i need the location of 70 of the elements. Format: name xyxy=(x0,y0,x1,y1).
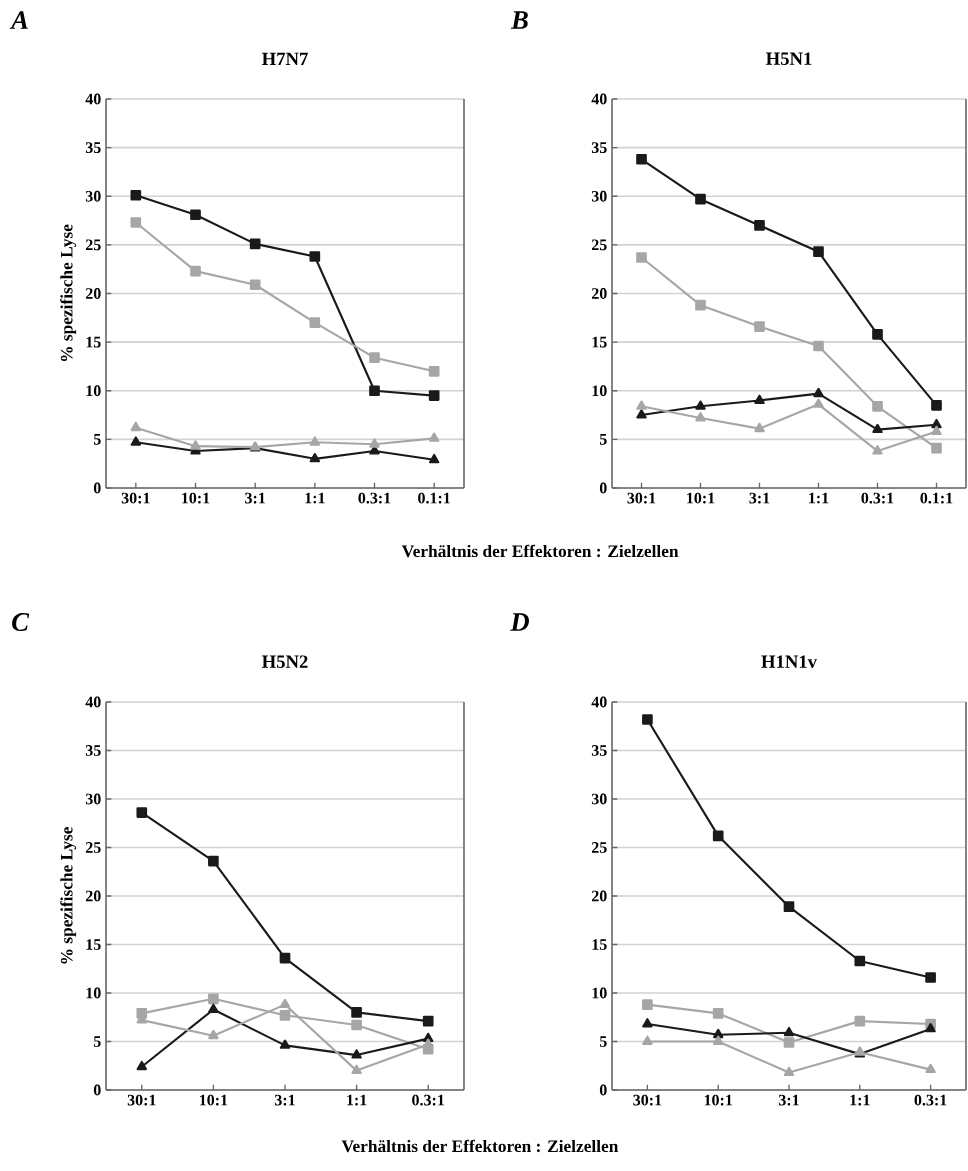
y-tick-label: 5 xyxy=(599,434,607,445)
y-tick-label: 40 xyxy=(85,696,101,708)
y-tick-label: 25 xyxy=(591,842,607,853)
x-tick-label: 1:1 xyxy=(305,492,325,504)
y-tick-label: 20 xyxy=(591,288,607,299)
x-tick-label: 0.3:1 xyxy=(412,1094,445,1106)
y-tick-label: 35 xyxy=(591,142,607,153)
y-tick-label: 35 xyxy=(591,745,607,756)
x-tick-label: 30:1 xyxy=(127,1094,156,1106)
y-tick-label: 25 xyxy=(85,842,101,853)
y-tick-label: 25 xyxy=(591,239,607,251)
y-tick-label: 30 xyxy=(591,190,607,202)
y-tick-label: 20 xyxy=(591,890,607,902)
x-tick-label: 1:1 xyxy=(809,492,829,504)
x-tick-label: 0.3:1 xyxy=(861,492,894,504)
y-tick-label: 35 xyxy=(85,142,101,153)
x-tick-label: 3:1 xyxy=(749,492,770,504)
x-tick-label: 10:1 xyxy=(200,1094,228,1106)
x-tick-label: 3:1 xyxy=(274,1094,295,1106)
x-tick-label: 3:1 xyxy=(778,1094,799,1106)
y-tick-label: 0 xyxy=(599,482,607,494)
x-tick-label: 10:1 xyxy=(687,492,715,504)
x-tick-label: 1:1 xyxy=(347,1094,367,1106)
y-tick-label: 10 xyxy=(592,987,607,999)
y-tick-label: 15 xyxy=(592,336,607,348)
y-tick-label: 15 xyxy=(592,939,607,950)
y-tick-label: 35 xyxy=(85,745,101,756)
chart-title: H5N1 xyxy=(765,52,812,65)
x-tick-label: 10:1 xyxy=(182,492,210,504)
text: A xyxy=(9,11,28,29)
y-tick-label: 5 xyxy=(599,1036,607,1047)
y-tick-label: 20 xyxy=(85,890,101,902)
x-axis-title: Verhältnis der Effektoren : Zielzellen xyxy=(341,1139,619,1153)
x-tick-label: 0.3:1 xyxy=(914,1094,947,1106)
y-tick-label: 25 xyxy=(85,239,101,251)
x-tick-label: 0.3:1 xyxy=(358,492,391,504)
y-tick-label: 30 xyxy=(85,793,101,805)
y-tick-label: 40 xyxy=(85,93,101,105)
x-tick-label: 10:1 xyxy=(704,1094,733,1106)
y-tick-label: 10 xyxy=(86,987,101,999)
chart-title: H5N2 xyxy=(261,655,308,668)
x-tick-label: 30:1 xyxy=(121,492,150,504)
x-tick-label: 3:1 xyxy=(245,492,265,504)
text: D xyxy=(510,613,529,631)
y-tick-label: 0 xyxy=(93,1084,101,1096)
y-tick-label: 10 xyxy=(592,385,607,397)
chart-title: H1N1v xyxy=(761,655,818,668)
y-axis-title: % spezifische Lyse xyxy=(60,224,77,362)
x-axis-title: Verhältnis der Effektoren : Zielzellen xyxy=(401,544,679,558)
x-tick-label: 1:1 xyxy=(850,1094,870,1106)
y-tick-label: 0 xyxy=(93,482,101,494)
y-tick-label: 40 xyxy=(591,93,607,105)
x-tick-label: 0.1:1 xyxy=(920,492,953,504)
y-tick-label: 15 xyxy=(86,939,101,950)
y-tick-label: 30 xyxy=(85,190,101,202)
y-tick-label: 20 xyxy=(85,288,101,299)
x-tick-label: 0.1:1 xyxy=(418,492,450,504)
text: C xyxy=(12,613,30,632)
y-tick-label: 15 xyxy=(86,336,101,348)
y-tick-label: 10 xyxy=(86,385,101,397)
text: B xyxy=(510,11,528,29)
y-tick-label: 5 xyxy=(93,1036,101,1047)
y-axis-title: % spezifische Lyse xyxy=(60,827,77,964)
chart-title: H7N7 xyxy=(261,52,308,65)
y-tick-label: 40 xyxy=(591,696,607,708)
y-tick-label: 5 xyxy=(93,434,101,445)
y-tick-label: 30 xyxy=(591,793,607,805)
x-tick-label: 30:1 xyxy=(633,1094,662,1106)
y-tick-label: 0 xyxy=(599,1084,607,1096)
x-tick-label: 30:1 xyxy=(627,492,656,504)
